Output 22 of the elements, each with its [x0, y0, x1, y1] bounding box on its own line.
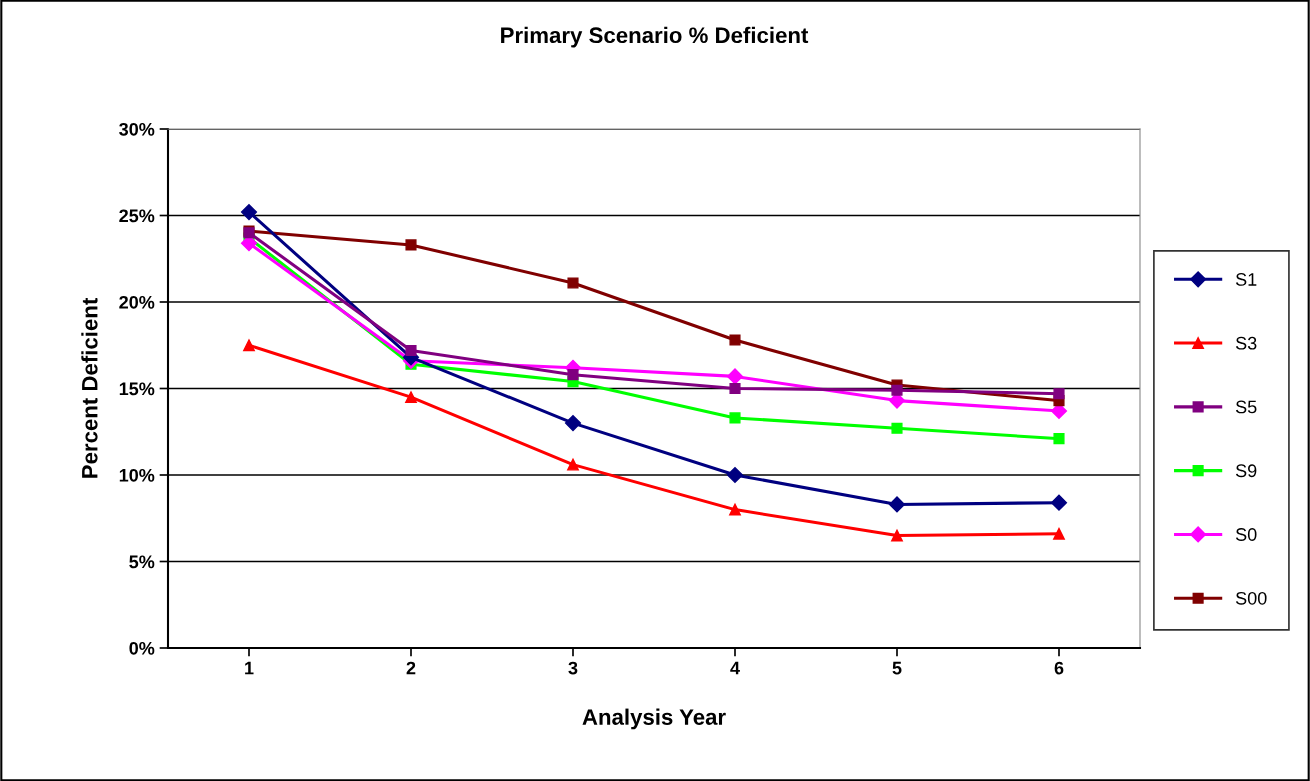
- y-tick-label: 0%: [129, 641, 155, 655]
- x-tick-label: 4: [730, 661, 740, 675]
- y-tick-label: 30%: [119, 122, 155, 136]
- y-tick-label: 20%: [119, 295, 155, 309]
- chart-title: Primary Scenario % Deficient: [501, 26, 809, 48]
- y-tick-label: 5%: [129, 555, 155, 569]
- legend-label: S0: [1235, 528, 1257, 541]
- x-tick-label: 5: [892, 661, 902, 675]
- y-tick-label: 15%: [119, 382, 155, 396]
- legend-label: S9: [1235, 464, 1257, 478]
- x-tick-label: 2: [406, 661, 416, 675]
- y-tick-label: 25%: [119, 209, 155, 223]
- x-tick-label: 6: [1054, 661, 1064, 675]
- x-tick-label: 3: [568, 661, 578, 675]
- legend-label: S00: [1235, 591, 1267, 605]
- x-axis-title: Analysis Year: [582, 708, 726, 730]
- y-axis-title: Percent Deficient: [81, 297, 98, 478]
- legend-label: S1: [1235, 273, 1257, 286]
- legend-label: S5: [1235, 400, 1257, 414]
- x-tick-label: 1: [245, 661, 254, 675]
- legend-label: S3: [1235, 336, 1257, 350]
- y-tick-label: 10%: [119, 468, 155, 482]
